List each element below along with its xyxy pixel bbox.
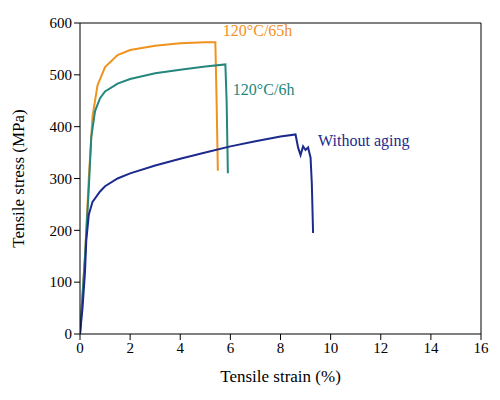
svg-text:200: 200 bbox=[50, 223, 73, 239]
svg-text:2: 2 bbox=[126, 340, 134, 356]
svg-text:500: 500 bbox=[50, 67, 73, 83]
svg-text:400: 400 bbox=[50, 119, 73, 135]
svg-text:100: 100 bbox=[50, 274, 73, 290]
svg-text:Tensile strain (%): Tensile strain (%) bbox=[220, 367, 341, 386]
svg-text:120°C/65h: 120°C/65h bbox=[223, 22, 293, 39]
svg-text:0: 0 bbox=[65, 326, 73, 342]
svg-text:600: 600 bbox=[50, 15, 73, 31]
svg-text:8: 8 bbox=[277, 340, 285, 356]
svg-text:14: 14 bbox=[423, 340, 439, 356]
svg-text:16: 16 bbox=[474, 340, 490, 356]
svg-text:4: 4 bbox=[177, 340, 185, 356]
svg-text:Without aging: Without aging bbox=[318, 132, 409, 150]
svg-text:Tensile stress (MPa): Tensile stress (MPa) bbox=[9, 109, 28, 248]
svg-text:300: 300 bbox=[50, 171, 73, 187]
svg-text:0: 0 bbox=[76, 340, 84, 356]
svg-text:12: 12 bbox=[373, 340, 388, 356]
svg-text:6: 6 bbox=[227, 340, 235, 356]
svg-text:120°C/6h: 120°C/6h bbox=[233, 81, 295, 98]
svg-text:10: 10 bbox=[323, 340, 338, 356]
